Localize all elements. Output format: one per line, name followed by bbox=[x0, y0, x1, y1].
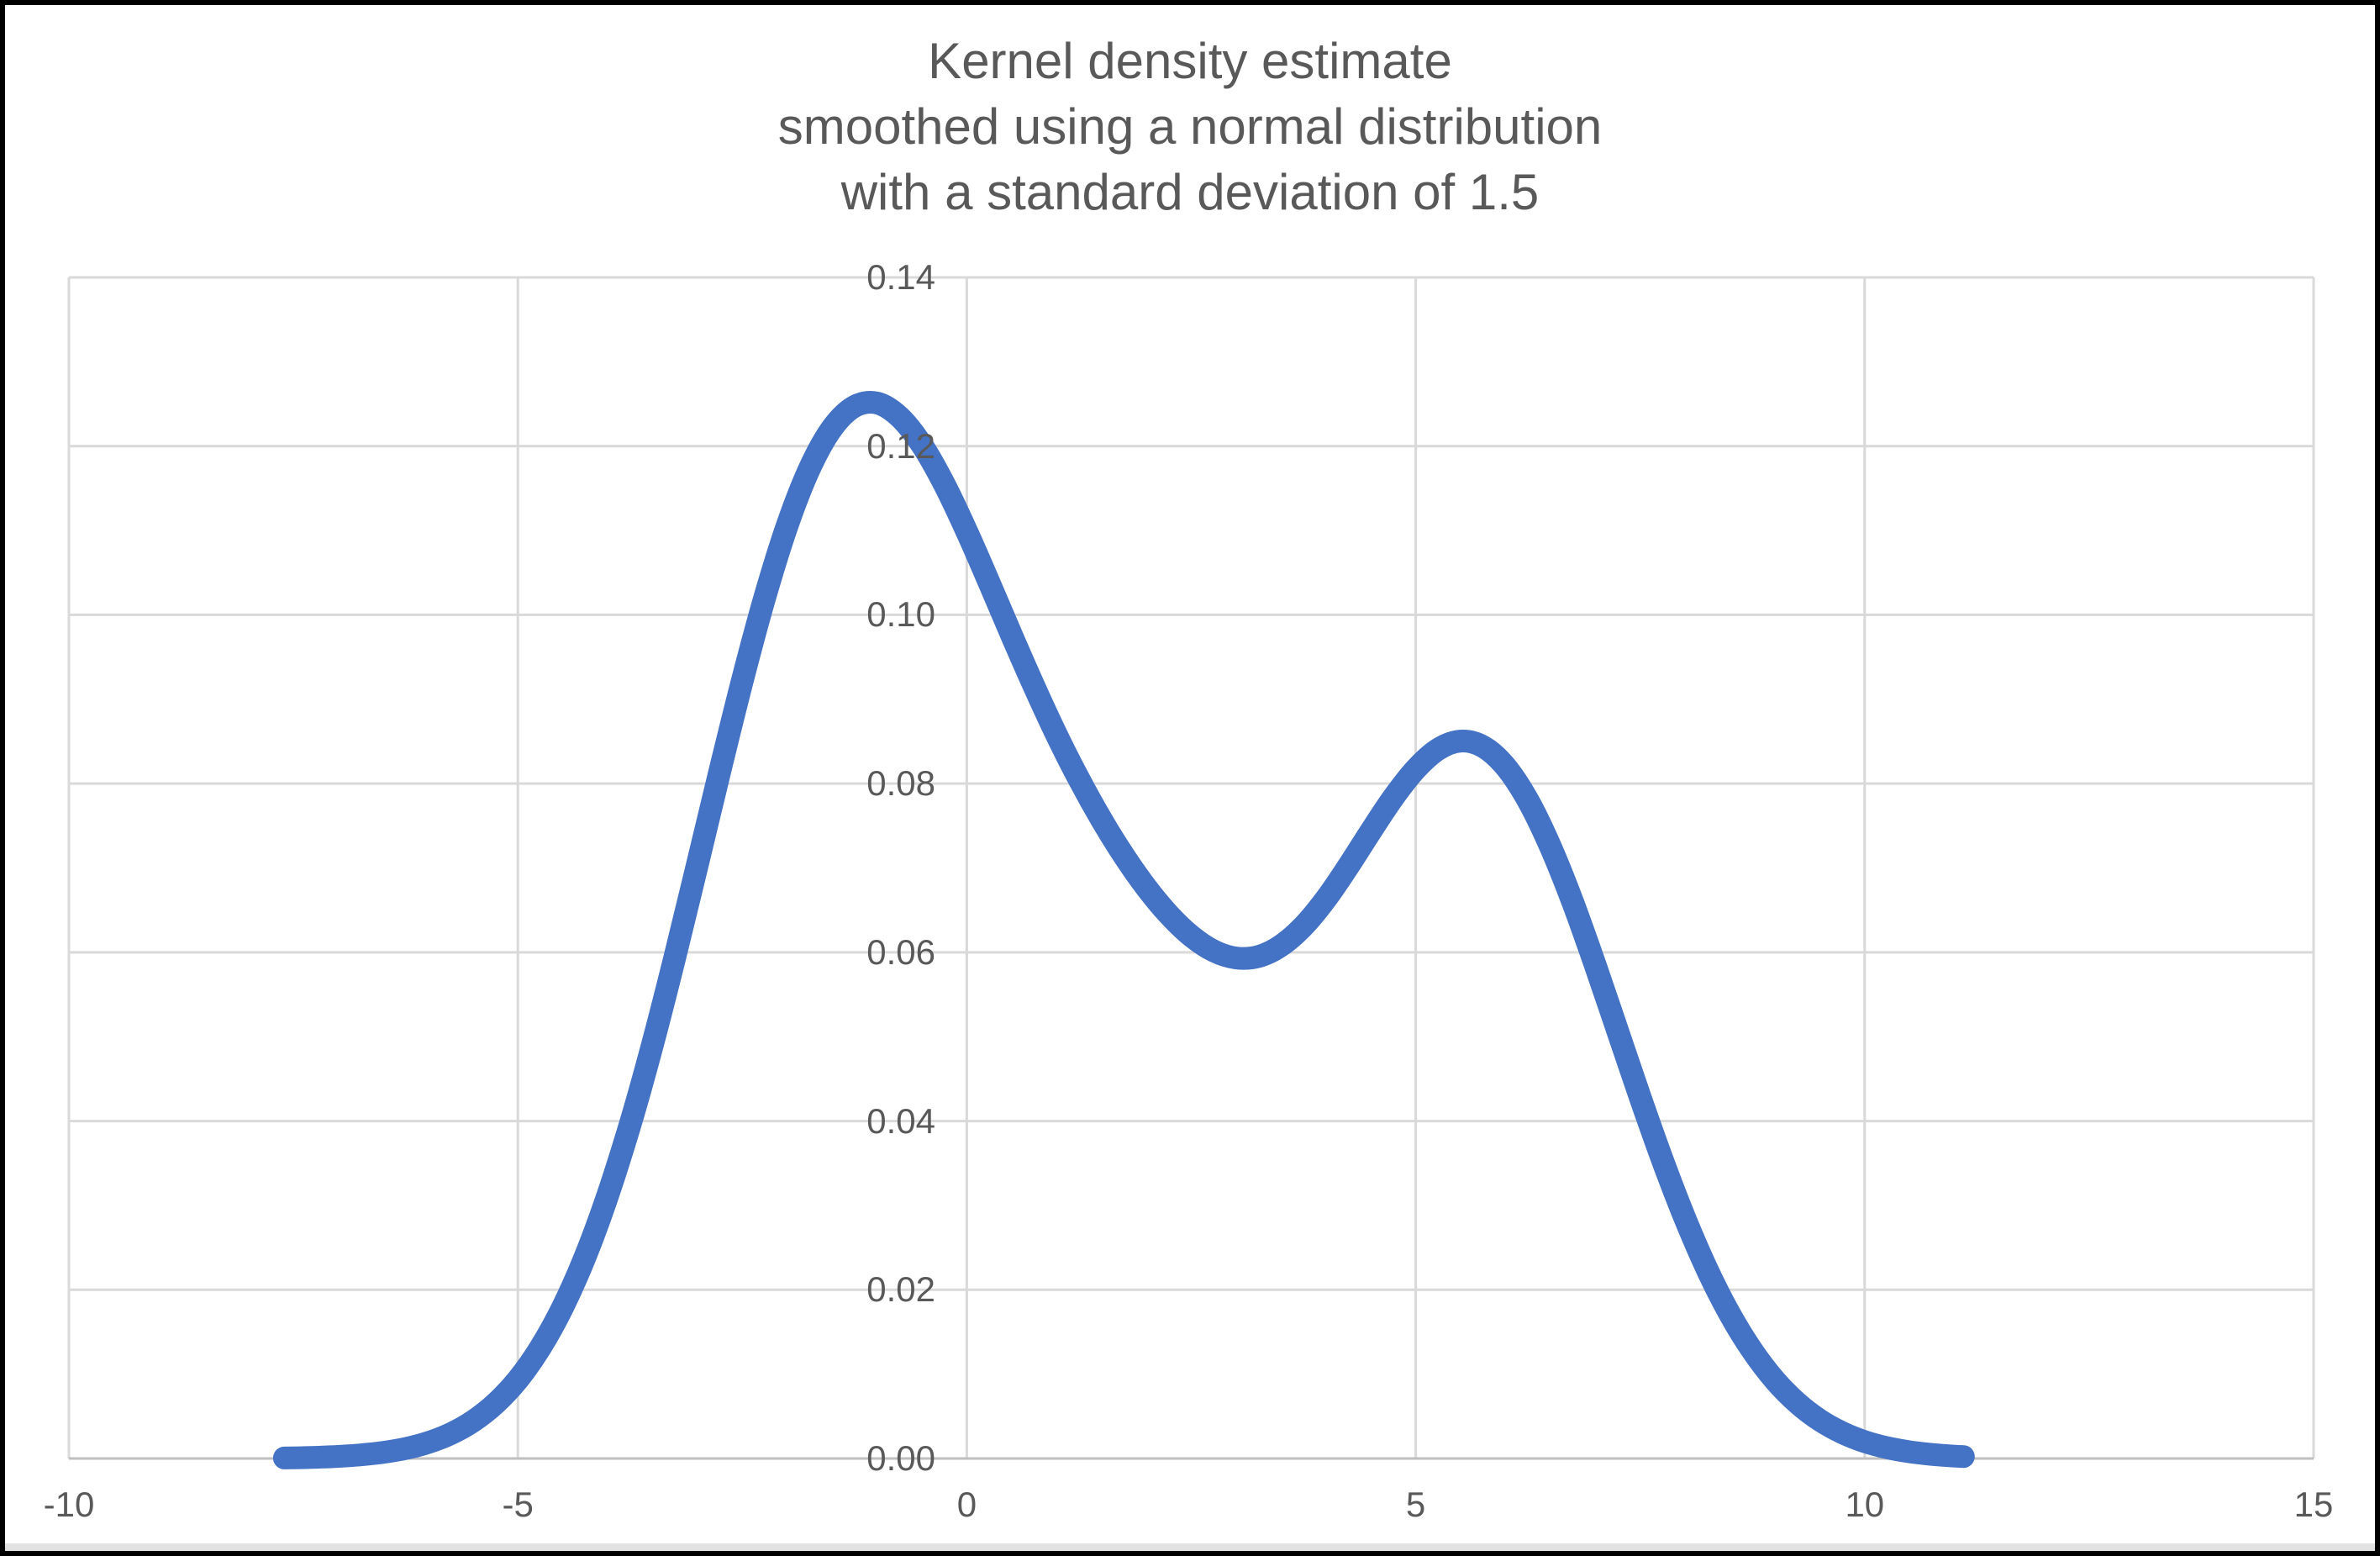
plot-area bbox=[67, 276, 2315, 1469]
y-axis-tick-label: 0.06 bbox=[866, 931, 935, 972]
x-axis-tick-label: 0 bbox=[956, 1485, 977, 1524]
y-axis-tick-label: 0.12 bbox=[866, 425, 935, 466]
x-axis-tick-label: 15 bbox=[2293, 1485, 2334, 1524]
x-axis-tick-label: -10 bbox=[43, 1485, 95, 1524]
y-axis-tick-label: 0.14 bbox=[866, 257, 935, 297]
y-axis-tick-label: 0.00 bbox=[866, 1438, 935, 1478]
y-axis-tick-label: 0.04 bbox=[866, 1100, 935, 1141]
x-axis-tick-label: -5 bbox=[502, 1485, 534, 1524]
y-axis-tick-label: 0.10 bbox=[866, 594, 935, 635]
y-axis-tick-label: 0.02 bbox=[866, 1269, 935, 1310]
x-axis-tick-label: 10 bbox=[1845, 1485, 1885, 1524]
kde-series-line bbox=[272, 391, 1975, 1469]
y-axis-tick-label: 0.08 bbox=[866, 763, 935, 804]
x-axis-tick-label: 5 bbox=[1405, 1485, 1426, 1524]
chart-title: Kernel density estimate smoothed using a… bbox=[777, 33, 1603, 220]
